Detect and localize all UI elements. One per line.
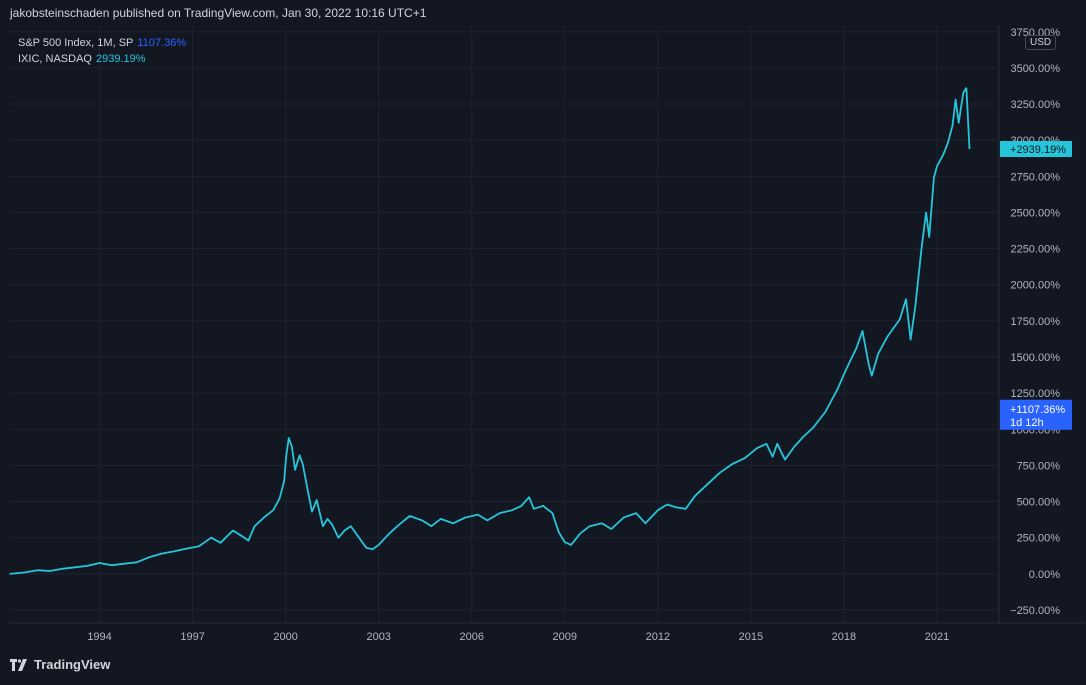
price-tags: +2939.19% +1107.36%1d 12h xyxy=(1000,140,1072,430)
y-tick-label: 2500.00% xyxy=(1010,207,1060,219)
y-tick-label: 0.00% xyxy=(1029,569,1060,581)
legend-name: IXIC, NASDAQ xyxy=(18,53,92,65)
x-tick-label: 1994 xyxy=(87,631,111,643)
nasdaq-price-tag-label: +2939.19% xyxy=(1010,144,1066,156)
y-tick-label: 500.00% xyxy=(1017,497,1061,509)
x-tick-label: 2021 xyxy=(925,631,949,643)
y-tick-label: 2250.00% xyxy=(1010,244,1060,256)
x-tick-label: 1997 xyxy=(180,631,204,643)
time-axis[interactable]: 1994 1997 2000 2003 2006 2009 2012 2015 2018 2021 xyxy=(87,631,949,643)
chart-background xyxy=(9,26,1085,651)
chart-legend: S&P 500 Index, 1M, SP 1107.36% IXIC, NASD… xyxy=(18,35,186,67)
footer-brand-label: TradingView xyxy=(34,657,111,672)
y-tick-label: 3250.00% xyxy=(1010,99,1060,111)
legend-row-sp500[interactable]: S&P 500 Index, 1M, SP 1107.36% xyxy=(18,35,186,51)
legend-value: 2939.19% xyxy=(95,53,146,65)
x-tick-label: 2018 xyxy=(832,631,856,643)
x-tick-label: 2015 xyxy=(739,631,763,643)
x-tick-label: 2006 xyxy=(460,631,484,643)
publish-line: jakobsteinschaden published on TradingVi… xyxy=(10,6,427,20)
currency-badge[interactable]: USD xyxy=(1025,35,1057,50)
nasdaq-price-tag xyxy=(1000,140,1072,157)
legend-name: S&P 500 Index, 1M, SP xyxy=(18,37,134,49)
y-tick-label: −250.00% xyxy=(1010,605,1060,617)
footer-brand[interactable]: TradingView xyxy=(10,657,110,672)
x-tick-label: 2012 xyxy=(646,631,670,643)
sp500-price-tag xyxy=(1000,399,1072,430)
y-tick-label: 250.00% xyxy=(1017,533,1061,545)
x-tick-label: 2009 xyxy=(553,631,577,643)
y-tick-label: 1500.00% xyxy=(1010,352,1060,364)
price-axis[interactable]: 3750.00%3500.00%3250.00%3000.00%2750.00%… xyxy=(1010,27,1060,617)
legend-row-nasdaq[interactable]: IXIC, NASDAQ 2939.19% xyxy=(18,51,186,67)
x-tick-label: 2003 xyxy=(366,631,390,643)
price-chart[interactable]: 3750.00%3500.00%3250.00%3000.00%2750.00%… xyxy=(9,26,1085,651)
y-tick-label: 2000.00% xyxy=(1010,280,1060,292)
sp500-countdown-label: 1d 12h xyxy=(1010,417,1044,429)
series-line-nasdaq[interactable] xyxy=(9,87,971,575)
legend-value: 1107.36% xyxy=(137,37,187,49)
tradingview-logo-icon xyxy=(10,658,29,671)
y-tick-label: 1750.00% xyxy=(1010,316,1060,328)
sp500-price-tag-label: +1107.36% xyxy=(1010,404,1065,416)
y-tick-label: 750.00% xyxy=(1017,460,1061,472)
x-tick-label: 2000 xyxy=(273,631,297,643)
y-tick-label: 3500.00% xyxy=(1010,63,1060,75)
y-tick-label: 1250.00% xyxy=(1010,388,1060,400)
series-layer xyxy=(9,87,971,575)
y-tick-label: 2750.00% xyxy=(1010,171,1060,183)
grid xyxy=(9,26,999,623)
